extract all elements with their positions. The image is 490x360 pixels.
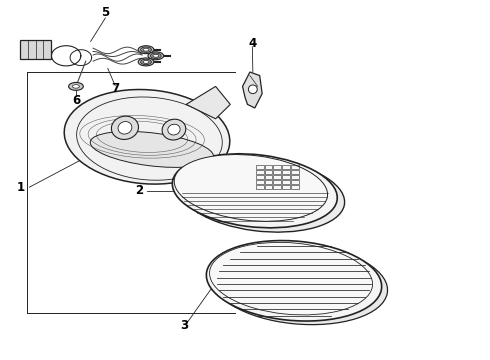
Bar (273, 165, 281, 169)
Ellipse shape (111, 116, 139, 139)
Bar (273, 185, 281, 189)
Ellipse shape (141, 59, 151, 65)
Bar (291, 180, 299, 184)
Ellipse shape (90, 131, 214, 167)
Bar (265, 185, 272, 189)
Bar (256, 185, 264, 189)
Text: 6: 6 (72, 94, 80, 107)
Text: 3: 3 (180, 319, 188, 332)
Bar (291, 170, 299, 174)
Ellipse shape (180, 158, 344, 232)
Ellipse shape (138, 58, 154, 66)
Text: 1: 1 (17, 181, 24, 194)
Ellipse shape (64, 90, 230, 184)
Bar (282, 185, 290, 189)
Bar (273, 170, 281, 174)
Bar (291, 175, 299, 179)
Ellipse shape (248, 85, 257, 94)
Ellipse shape (172, 154, 337, 228)
Ellipse shape (174, 154, 327, 221)
Ellipse shape (210, 242, 372, 315)
Bar (291, 165, 299, 169)
Ellipse shape (118, 122, 132, 134)
Ellipse shape (153, 54, 159, 57)
Ellipse shape (206, 240, 382, 321)
Bar (256, 175, 264, 179)
Ellipse shape (138, 46, 154, 54)
Ellipse shape (162, 119, 186, 140)
Bar (282, 175, 290, 179)
Bar (265, 170, 272, 174)
Bar (291, 185, 299, 189)
Bar (265, 175, 272, 179)
Bar (20, 40, 51, 59)
Bar (282, 180, 290, 184)
Ellipse shape (143, 60, 149, 63)
Bar (256, 180, 264, 184)
Ellipse shape (212, 244, 388, 325)
Text: 7: 7 (111, 82, 119, 95)
Polygon shape (186, 86, 230, 119)
Bar (265, 165, 272, 169)
Ellipse shape (143, 48, 149, 51)
Ellipse shape (148, 52, 164, 60)
Ellipse shape (141, 47, 151, 52)
Bar (256, 165, 264, 169)
Polygon shape (243, 72, 262, 108)
Bar (282, 170, 290, 174)
Ellipse shape (150, 53, 161, 58)
Text: 4: 4 (248, 37, 256, 50)
Bar (256, 170, 264, 174)
Bar (282, 165, 290, 169)
Text: 2: 2 (136, 184, 144, 197)
Ellipse shape (168, 124, 180, 135)
Ellipse shape (69, 82, 83, 90)
Text: 5: 5 (101, 6, 109, 19)
Bar (273, 175, 281, 179)
Ellipse shape (73, 85, 79, 88)
Bar (273, 180, 281, 184)
Bar (265, 180, 272, 184)
